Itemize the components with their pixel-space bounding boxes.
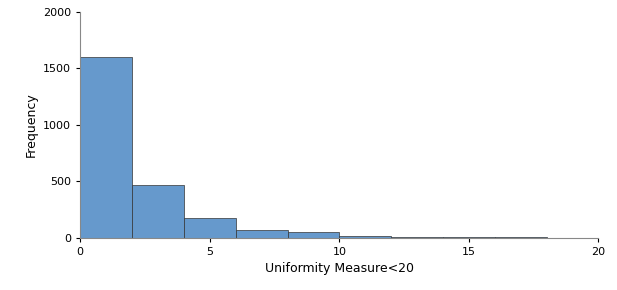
Bar	[132, 185, 184, 238]
X-axis label: Uniformity Measure<20: Uniformity Measure<20	[265, 262, 414, 275]
Bar	[80, 57, 132, 238]
Bar	[391, 237, 443, 238]
Bar	[288, 232, 339, 238]
Y-axis label: Frequency: Frequency	[25, 92, 38, 157]
Bar	[443, 237, 495, 238]
Bar	[236, 231, 288, 238]
Bar	[339, 236, 391, 238]
Bar	[184, 218, 236, 238]
